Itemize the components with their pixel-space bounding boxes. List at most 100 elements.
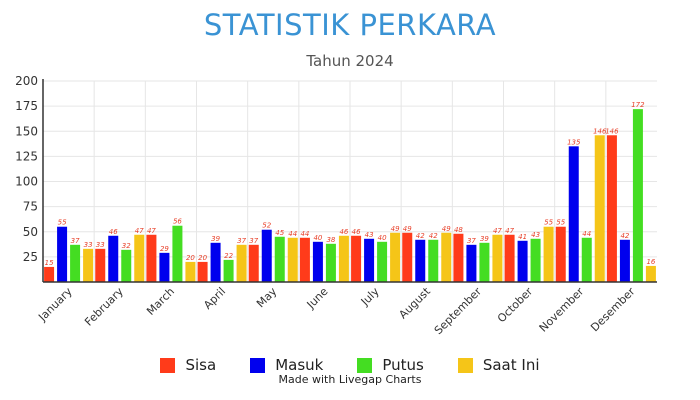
data-label: 49 [442, 225, 451, 233]
y-tick-label: 75 [23, 200, 38, 214]
bar [517, 240, 528, 282]
bar [70, 244, 81, 282]
data-label: 16 [646, 258, 655, 266]
bar [568, 146, 579, 282]
data-label: 37 [71, 237, 80, 245]
data-label: 55 [556, 219, 565, 227]
legend-item-putus[interactable]: Putus [357, 356, 424, 374]
bar [44, 266, 55, 282]
y-tick-label: 100 [15, 175, 38, 189]
chart-title: STATISTIK PERKARA [203, 8, 497, 42]
data-label: 33 [96, 241, 105, 249]
credit-text[interactable]: Made with Livegap Charts [278, 373, 422, 386]
legend-item-sisa[interactable]: Sisa [160, 356, 216, 374]
data-label: 146 [593, 127, 607, 135]
legend-label-masuk: Masuk [275, 356, 324, 374]
data-label: 56 [173, 218, 182, 226]
data-label: 20 [198, 254, 207, 262]
data-label: 39 [480, 235, 489, 243]
data-label: 42 [416, 232, 425, 240]
legend-swatch-saat-ini [457, 357, 473, 373]
data-label: 46 [352, 228, 361, 236]
x-tick-label: August [396, 284, 433, 321]
x-tick-label: May [254, 285, 280, 311]
bar [325, 243, 336, 282]
data-label: 47 [135, 227, 144, 235]
legend-label-putus: Putus [382, 356, 424, 374]
data-label: 44 [582, 230, 591, 238]
data-label: 52 [262, 222, 271, 230]
bar [299, 237, 310, 282]
data-label: 46 [339, 228, 348, 236]
bar [619, 239, 630, 282]
bar [632, 109, 643, 282]
bar [261, 229, 272, 282]
data-label: 55 [544, 219, 553, 227]
y-tick-label: 175 [15, 99, 38, 113]
data-label: 55 [58, 219, 67, 227]
data-label: 47 [493, 227, 502, 235]
bar [581, 237, 592, 282]
data-label: 33 [84, 241, 93, 249]
bar [223, 259, 234, 282]
chart-subtitle: Tahun 2024 [306, 52, 394, 70]
x-tick-label: July [358, 285, 382, 309]
bar [159, 252, 170, 282]
bar [645, 265, 656, 282]
bar [453, 233, 464, 282]
bar [197, 261, 208, 282]
bar [274, 236, 285, 282]
y-tick-label: 25 [23, 250, 38, 264]
data-label: 32 [122, 242, 131, 250]
x-tick-label: January [35, 285, 75, 325]
bar [108, 235, 119, 282]
legend-swatch-sisa [160, 357, 176, 373]
bar [312, 241, 323, 282]
bar [121, 249, 132, 282]
bar [236, 244, 247, 282]
bar [134, 234, 145, 282]
legend-label-sisa: Sisa [185, 356, 217, 374]
data-label: 37 [467, 237, 476, 245]
data-label: 47 [147, 227, 156, 235]
data-label: 43 [531, 231, 540, 239]
bar [543, 226, 554, 282]
bar [83, 248, 94, 282]
legend-item-saat-ini[interactable]: Saat Ini [457, 356, 540, 374]
bar [606, 135, 617, 282]
x-tick-label: March [144, 285, 177, 318]
legend: Sisa Masuk Putus Saat Ini [0, 356, 700, 374]
bar [504, 234, 515, 282]
x-tick-label: September [432, 285, 485, 338]
bar [210, 242, 221, 282]
bar [364, 238, 375, 282]
bar [377, 241, 388, 282]
data-label: 22 [224, 252, 233, 260]
bar [530, 238, 541, 282]
y-tick-label: 200 [15, 74, 38, 88]
legend-label-saat-ini: Saat Ini [482, 356, 540, 374]
data-label: 38 [326, 236, 335, 244]
bar [95, 248, 106, 282]
bar [185, 261, 196, 282]
bar [248, 244, 259, 282]
legend-swatch-masuk [250, 357, 266, 373]
data-label: 47 [505, 227, 514, 235]
bar [441, 232, 452, 282]
data-label: 48 [454, 226, 463, 234]
x-tick-label: February [82, 285, 126, 329]
x-tick-label: October [495, 285, 536, 326]
data-label: 29 [160, 245, 169, 253]
bar [428, 239, 439, 282]
bar [492, 234, 503, 282]
legend-item-masuk[interactable]: Masuk [250, 356, 323, 374]
bar [351, 235, 362, 282]
data-label: 49 [391, 225, 400, 233]
bar [146, 234, 157, 282]
bar [479, 242, 490, 282]
bar [57, 226, 68, 282]
x-tick-label: June [304, 285, 331, 312]
bar [390, 232, 401, 282]
bar [555, 226, 566, 282]
